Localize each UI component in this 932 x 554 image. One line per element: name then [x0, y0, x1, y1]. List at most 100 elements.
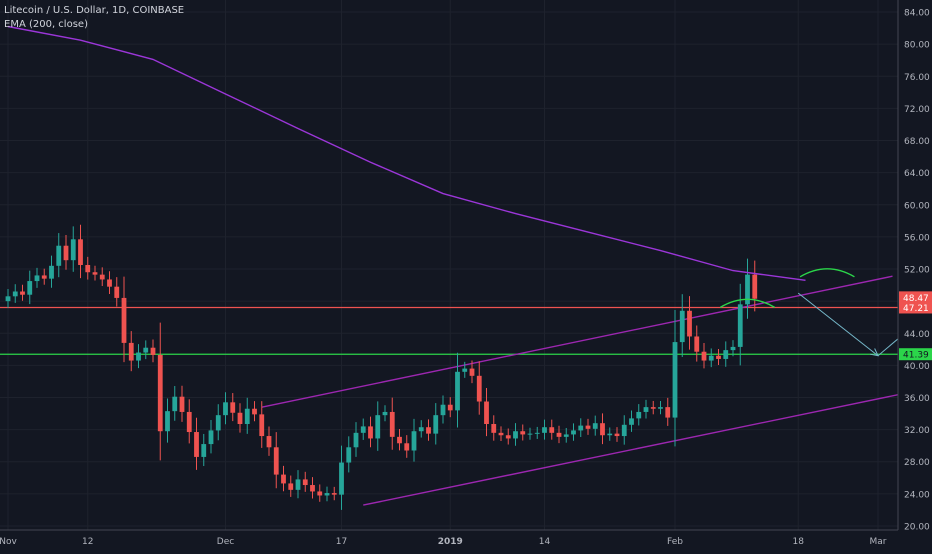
candle-down: [614, 433, 620, 437]
candle-down: [63, 245, 69, 261]
y-tick-label: 32.00: [904, 426, 930, 436]
price-axis-background: [898, 0, 932, 550]
candle-down: [107, 279, 112, 287]
candle-up: [295, 479, 301, 490]
candle-up: [353, 432, 359, 448]
candle-down: [252, 408, 257, 415]
candle-down: [491, 424, 497, 433]
y-tick-label: 44.00: [904, 330, 930, 340]
x-tick-label: 2019: [438, 537, 463, 547]
y-tick-label: 36.00: [904, 394, 930, 404]
candle-up: [737, 304, 743, 347]
candle-down: [447, 404, 453, 411]
y-tick-label: 40.00: [904, 362, 930, 372]
candle-down: [302, 479, 308, 486]
candle-up: [375, 415, 381, 439]
x-tick-label: Dec: [217, 537, 234, 547]
candle-down: [484, 401, 489, 424]
candle-up: [534, 432, 540, 434]
candle-up: [70, 239, 76, 261]
y-tick-label: 76.00: [904, 73, 930, 83]
candle-up: [136, 352, 141, 361]
candle-down: [701, 351, 707, 361]
candle-down: [556, 432, 562, 437]
candle-down: [687, 310, 692, 337]
pattern-arc: [799, 268, 855, 278]
candle-up: [571, 430, 576, 435]
candle-down: [389, 411, 395, 437]
y-tick-label: 24.00: [904, 490, 930, 500]
ema-line: [7, 25, 806, 281]
y-tick-label: 20.00: [904, 522, 930, 532]
candle-down: [694, 336, 700, 352]
pattern-arc: [719, 298, 776, 308]
x-tick-label: 14: [539, 537, 551, 547]
y-tick-label: 28.00: [904, 458, 930, 468]
y-tick-label: 80.00: [904, 41, 930, 51]
candle-up: [418, 427, 424, 432]
candle-down: [230, 402, 236, 413]
x-tick-label: 18: [793, 537, 805, 547]
candle-up: [440, 404, 446, 416]
candle-down: [128, 342, 134, 361]
candle-up: [143, 347, 149, 353]
price-tag-label: 41.39: [903, 351, 929, 361]
candle-down: [186, 411, 192, 433]
candle-down: [288, 483, 294, 490]
candle-down: [281, 474, 286, 484]
candle-down: [549, 427, 555, 433]
candle-down: [650, 407, 656, 409]
candle-down: [273, 447, 279, 475]
candle-up: [360, 426, 366, 433]
candle-down: [237, 412, 243, 424]
channel-lower-line: [363, 386, 932, 506]
price-tag-background: [899, 291, 932, 304]
candle-up: [411, 431, 417, 451]
y-tick-label: 84.00: [904, 9, 930, 19]
candle-up: [49, 265, 54, 279]
x-tick-label: 12: [82, 537, 93, 547]
candle-up: [708, 355, 714, 361]
candle-down: [498, 432, 504, 436]
candle-down: [150, 347, 156, 355]
candle-down: [585, 425, 591, 429]
candle-up: [563, 434, 569, 437]
candle-up: [745, 274, 750, 305]
candle-up: [658, 407, 663, 409]
candle-up: [643, 407, 649, 412]
x-tick-label: Mar: [870, 537, 887, 547]
y-tick-label: 72.00: [904, 105, 930, 115]
candle-up: [527, 433, 533, 435]
y-tick-label: 60.00: [904, 201, 930, 211]
candle-down: [99, 274, 105, 280]
candle-down: [78, 239, 83, 265]
candle-up: [462, 368, 468, 372]
candle-down: [600, 423, 605, 436]
candle-up: [165, 411, 170, 432]
candle-down: [404, 443, 410, 451]
candle-down: [310, 485, 315, 492]
candle-down: [520, 431, 526, 435]
candle-down: [41, 275, 47, 279]
candle-up: [5, 296, 11, 302]
candle-down: [665, 407, 671, 418]
candle-up: [730, 346, 736, 351]
y-tick-label: 64.00: [904, 169, 930, 179]
candle-down: [317, 491, 323, 496]
y-tick-label: 68.00: [904, 137, 930, 147]
candle-up: [172, 396, 178, 412]
candle-up: [244, 408, 250, 424]
candle-up: [346, 447, 352, 463]
candle-up: [578, 425, 584, 431]
candle-up: [34, 275, 40, 282]
y-tick-label: 52.00: [904, 266, 930, 276]
candle-down: [426, 427, 431, 434]
candle-down: [20, 291, 25, 295]
candle-up: [636, 411, 642, 419]
candle-down: [259, 414, 265, 437]
chart-title: Litecoin / U.S. Dollar, 1D, COINBASE: [4, 5, 185, 16]
candle-down: [85, 265, 91, 273]
x-tick-label: 17: [336, 537, 347, 547]
